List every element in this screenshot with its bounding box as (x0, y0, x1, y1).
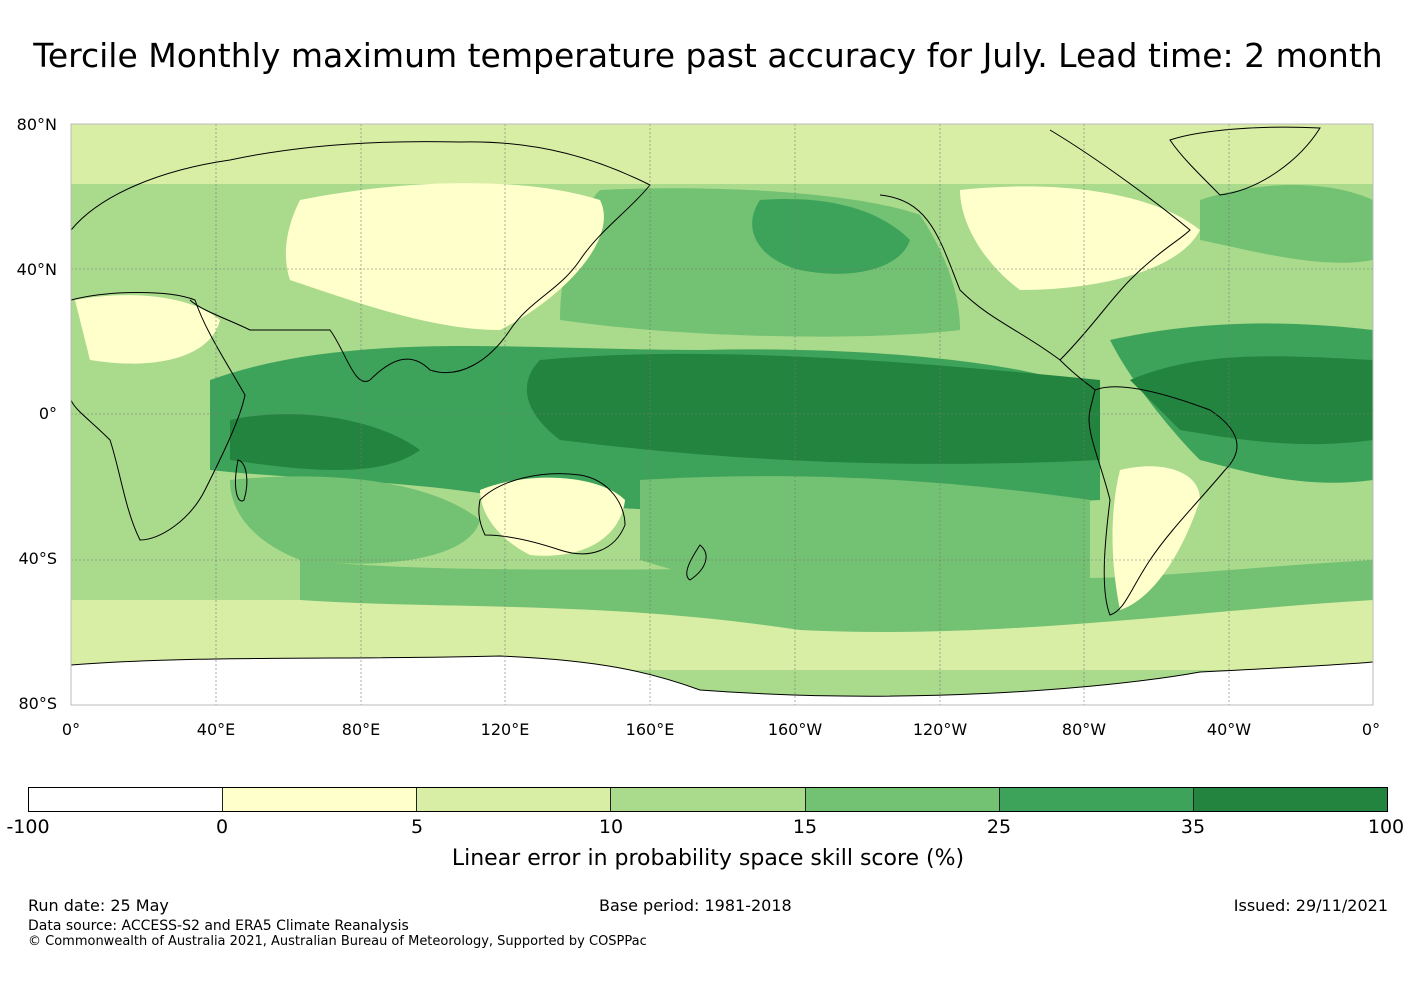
lat-label-80s: 80°S (18, 694, 57, 713)
arctic-band (71, 124, 1373, 184)
colorbar-label: Linear error in probability space skill … (451, 846, 965, 871)
new-zealand-coastline (686, 544, 707, 581)
graticule (71, 124, 1373, 705)
greenland-coastline (1169, 126, 1321, 196)
eurasia-coastline (71, 141, 651, 383)
tropical-atlantic-core (1130, 356, 1373, 445)
colorbar-segment (29, 788, 224, 811)
antarctica-coastline (71, 655, 1373, 697)
north-america-pale (960, 186, 1200, 290)
lon-label-40e: 40°E (196, 720, 236, 739)
lat-label-40s: 40°S (18, 549, 57, 568)
lon-label-160e: 160°E (625, 720, 675, 739)
lat-label-80n: 80°N (16, 115, 57, 134)
antarctica (71, 656, 1373, 705)
eurasia-land-pale (285, 183, 604, 330)
issued-date: Issued: 29/11/2021 (1233, 896, 1388, 915)
australia-coastline (478, 473, 626, 555)
south-pacific-ocean (640, 476, 1090, 610)
lat-label-equator: 0° (38, 404, 57, 423)
africa-coastline (71, 292, 246, 541)
copyright: © Commonwealth of Australia 2021, Austra… (28, 934, 647, 949)
colorbar-tick: 25 (986, 816, 1012, 838)
colorbar (28, 787, 1388, 812)
lat-label-40n: 40°N (16, 260, 57, 279)
colorbar-segment (805, 788, 1000, 811)
australia-pale (480, 477, 625, 556)
map-frame (70, 123, 1374, 706)
colorbar-tick: 10 (598, 816, 624, 838)
colorbar-segment (611, 788, 806, 811)
colorbar-segment (1193, 788, 1387, 811)
lon-label-120e: 120°E (480, 720, 530, 739)
run-date: Run date: 25 May (28, 896, 169, 915)
lon-label-0-left: 0° (61, 720, 81, 739)
tropical-pacific-core (526, 353, 1100, 464)
south-indian-ocean (230, 476, 480, 564)
colorbar-segment (417, 788, 612, 811)
lon-label-40w: 40°W (1206, 720, 1252, 739)
colorbar-tick: 35 (1180, 816, 1206, 838)
colorbar-segment (223, 788, 418, 811)
colorbar-tick: 5 (410, 816, 424, 838)
colorbar-tick: 0 (215, 816, 229, 838)
indian-ocean-core (230, 414, 420, 470)
lon-label-120w: 120°W (912, 720, 968, 739)
madagascar-coastline (235, 459, 248, 502)
south-america-pale (1112, 466, 1200, 610)
lon-label-160w: 160°W (767, 720, 823, 739)
map-title: Tercile Monthly maximum temperature past… (33, 36, 1383, 75)
south-america-coastline (1088, 386, 1238, 616)
north-america-coastline (879, 129, 1191, 391)
lon-label-0-right: 0° (1361, 720, 1381, 739)
north-africa-pale (75, 295, 220, 364)
lon-label-80e: 80°E (341, 720, 381, 739)
colorbar-tick: 15 (792, 816, 818, 838)
base-period: Base period: 1981-2018 (599, 896, 792, 915)
north-atlantic-green (1200, 185, 1373, 263)
colorbar-tick: 100 (1367, 816, 1405, 838)
lon-label-80w: 80°W (1061, 720, 1107, 739)
data-source: Data source: ACCESS-S2 and ERA5 Climate … (28, 918, 409, 934)
north-pacific-core (752, 199, 910, 274)
colorbar-segment (999, 788, 1194, 811)
colorbar-tick: -100 (6, 816, 50, 838)
skill-map (70, 123, 1374, 706)
